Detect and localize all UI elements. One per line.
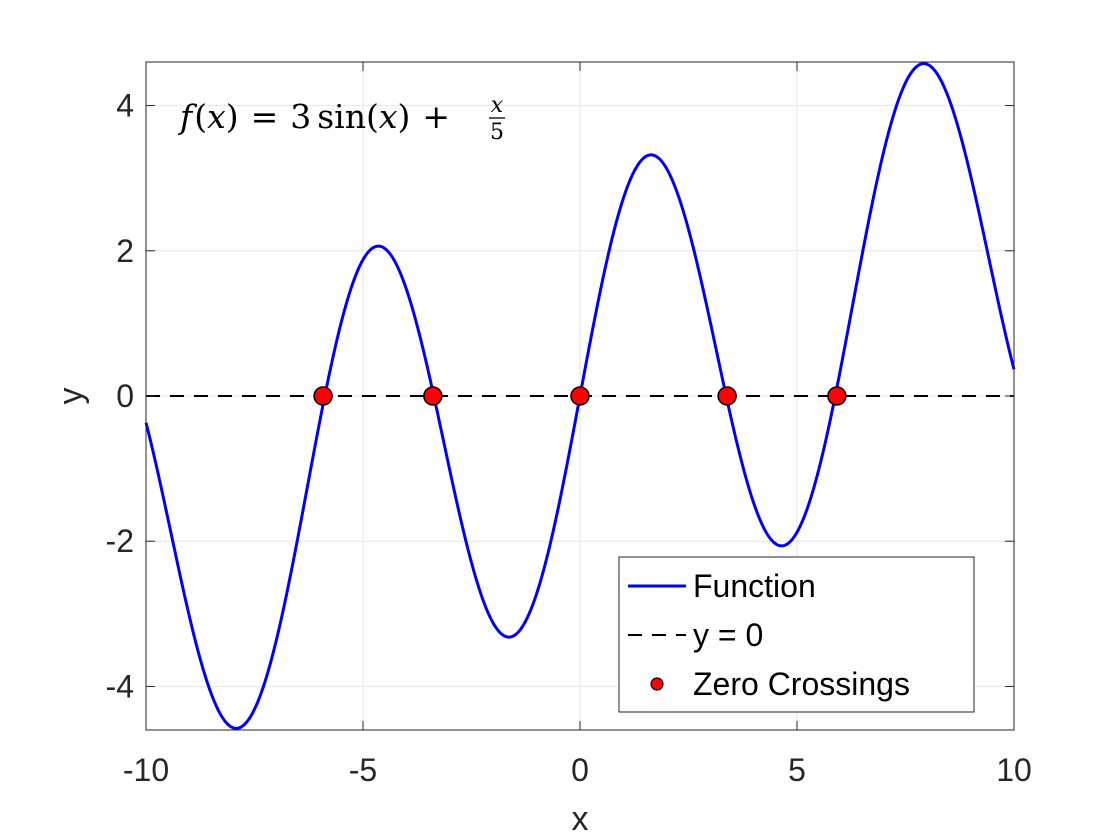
zero-crossing-point [313,386,333,406]
y-tick-label: 0 [116,378,134,414]
annotation-numerator: x [491,93,504,118]
legend-label-zero-line: y = 0 [693,617,763,653]
x-tick-label: -5 [349,752,377,788]
x-tick-label: 10 [996,752,1032,788]
y-tick-label: 2 [116,233,134,269]
annotation-plus: + [422,97,450,136]
y-tick-label: -2 [106,523,134,559]
zero-crossing-point [423,386,443,406]
zero-crossings-group [313,386,847,406]
x-tick-labels: -10 -5 0 5 10 [123,752,1032,788]
zero-crossing-point [717,386,737,406]
annotation-coef: 3 [290,97,311,136]
x-tick-label: 5 [788,752,806,788]
x-tick-label: -10 [123,752,169,788]
annotation-sin: sin [317,97,366,136]
zero-crossing-point [827,386,847,406]
y-tick-label: -4 [106,668,134,704]
annotation-x2: x [379,97,398,136]
annotation-denominator: 5 [490,120,504,145]
legend-swatch-zero-crossings [650,677,664,691]
annotation-eq: = [251,97,279,136]
x-axis-label: x [572,800,589,838]
function-annotation: f(x) = 3 sin(x) + x 5 [177,93,505,145]
legend-label-zero-crossings: Zero Crossings [693,666,910,702]
x-tick-label: 0 [571,752,589,788]
legend-label-function: Function [693,568,816,604]
y-axis-label: y [52,388,90,405]
legend: Function y = 0 Zero Crossings [618,556,975,713]
y-tick-label: 4 [116,88,134,124]
axis-ticks [145,62,1015,730]
zero-crossing-point [570,386,590,406]
annotation-x: x [207,97,226,136]
y-tick-labels: -4 -2 0 2 4 [106,88,134,705]
